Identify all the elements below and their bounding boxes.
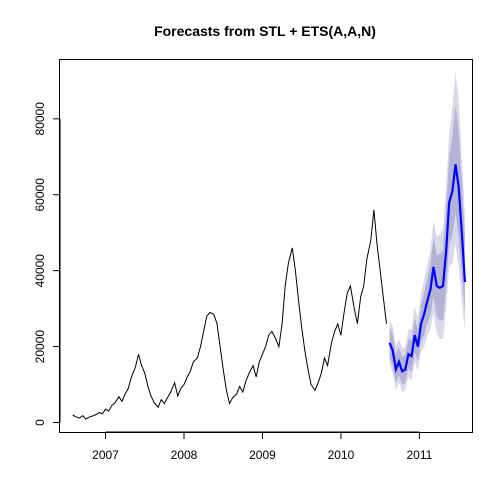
x-axis: 2007 2008 2009 2010 2011	[92, 431, 433, 462]
y-tick-label: 60000	[33, 178, 47, 212]
y-axis: 0 20000 40000 60000 80000	[33, 102, 61, 426]
y-tick-label: 0	[33, 419, 47, 426]
band-80	[389, 105, 465, 385]
y-tick-label: 80000	[33, 102, 47, 136]
x-tick-label: 2008	[171, 448, 198, 462]
plot-frame	[59, 59, 473, 433]
x-tick-label: 2007	[92, 448, 119, 462]
series-lines	[72, 164, 466, 420]
x-tick-label: 2010	[328, 448, 355, 462]
history-line	[72, 209, 387, 420]
band-95	[389, 71, 465, 393]
y-tick-label: 20000	[33, 330, 47, 364]
prediction-intervals	[389, 71, 465, 393]
y-tick-label: 40000	[33, 254, 47, 288]
forecast-line	[388, 164, 466, 374]
x-tick-label: 2009	[249, 448, 276, 462]
x-tick-label: 2011	[407, 448, 433, 462]
chart-title: Forecasts from STL + ETS(A,A,N)	[154, 23, 376, 39]
